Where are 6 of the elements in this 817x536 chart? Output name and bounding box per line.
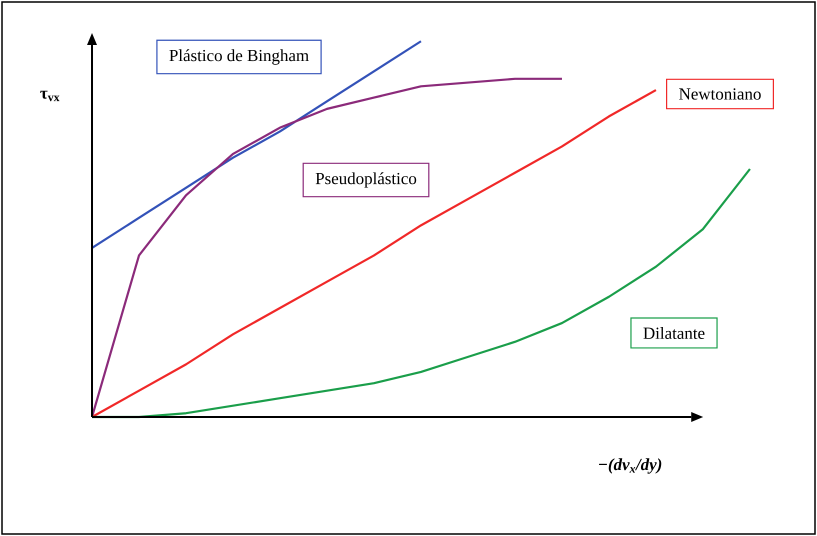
text: Pseudoplástico <box>316 172 416 188</box>
x-axis-title: −(dv$_{x}$/dy) <box>599 458 662 474</box>
text: Plástico de Bingham <box>169 49 309 65</box>
text: τ$_{vx}$ <box>40 90 60 102</box>
series-label: Newtoniano <box>679 88 761 100</box>
text: Dilatante <box>643 327 704 339</box>
